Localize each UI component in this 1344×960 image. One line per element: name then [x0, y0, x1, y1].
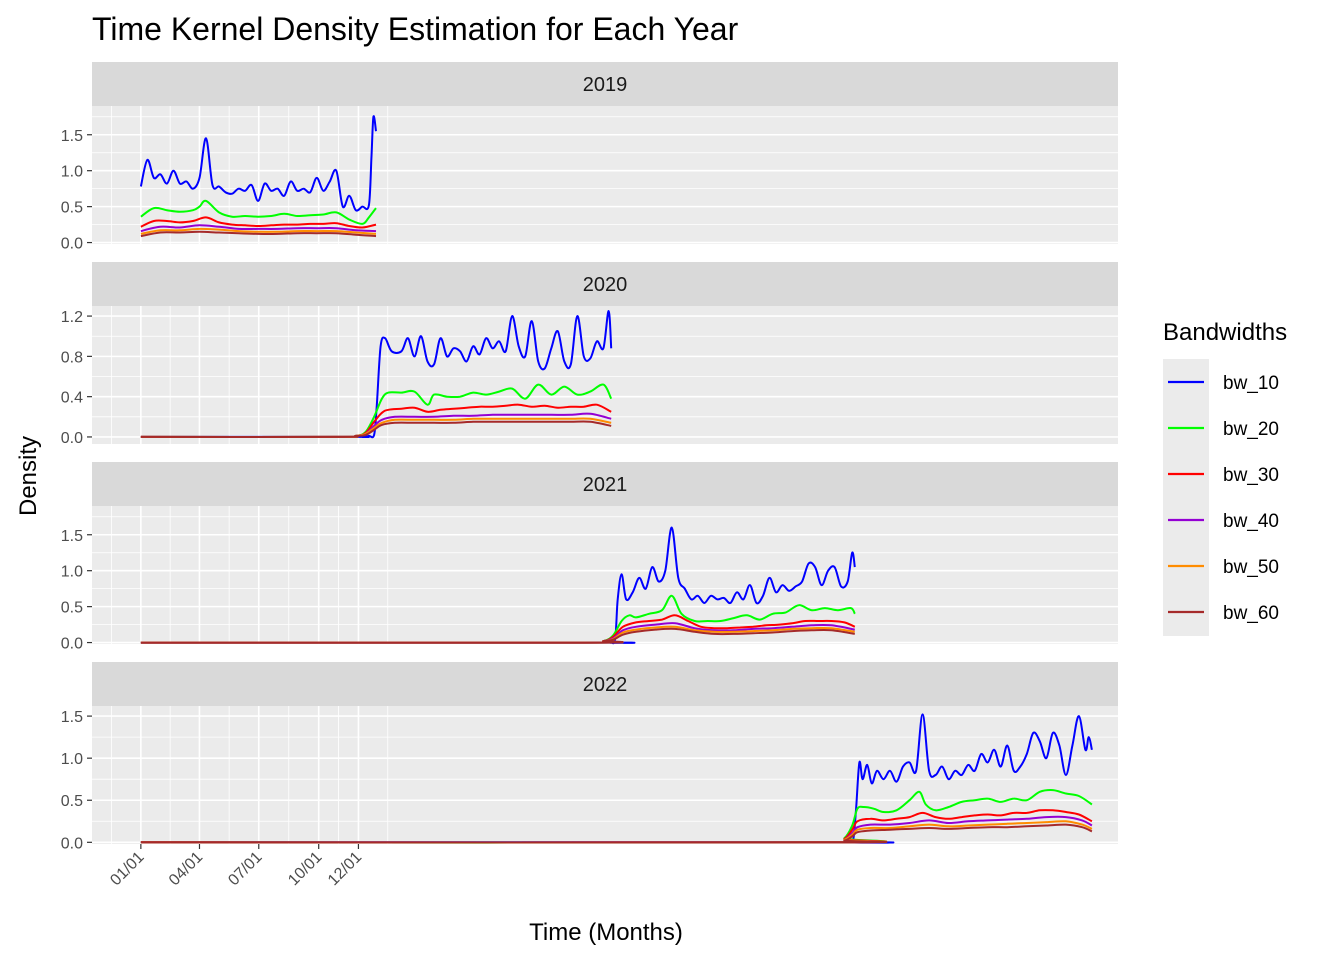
- panel-background: [92, 106, 1118, 244]
- facet-strip-label: 2022: [583, 674, 628, 696]
- y-tick-label: 0.5: [61, 200, 83, 217]
- series-line-bw_60: [140, 627, 855, 644]
- x-axis-title: Time (Months): [529, 919, 683, 946]
- y-tick-label: 0.0: [61, 236, 83, 253]
- facet-strip: [92, 462, 1118, 506]
- facet-panel-2021: 2021 0.0 0.5 1.0 1.5: [61, 462, 1118, 653]
- series-line-bw_10: [140, 526, 856, 645]
- series-line-bw_30: [140, 216, 377, 229]
- series-line-bw_10: [140, 310, 613, 439]
- facet-strip: [92, 662, 1118, 706]
- legend-key-background: [1163, 359, 1209, 636]
- series-line-bw_30: [140, 403, 612, 438]
- series-line-bw_50: [140, 227, 377, 235]
- facet-panel-2019: 2019 0.0 0.5 1.0 1.5: [61, 62, 1118, 253]
- legend: Bandwidths bw_10 bw_20 bw_30 bw_40 bw_50 bw_6…: [1163, 319, 1287, 636]
- legend-label-bw_40: bw_40: [1223, 511, 1279, 532]
- y-tick-label: 1.5: [61, 709, 83, 726]
- y-tick-label: 1.0: [61, 564, 83, 581]
- series-line-bw_40: [140, 224, 377, 233]
- legend-label-bw_30: bw_30: [1223, 465, 1279, 486]
- x-axis: 01/01 04/01 07/01 10/01 12/01: [107, 844, 365, 889]
- series-line-bw_60: [140, 823, 1093, 844]
- legend-label-bw_50: bw_50: [1223, 557, 1279, 578]
- facet-strip-label: 2020: [583, 274, 628, 296]
- x-tick-label: 12/01: [325, 849, 365, 889]
- legend-label-bw_20: bw_20: [1223, 419, 1279, 440]
- y-tick-label: 0.5: [61, 600, 83, 617]
- panel-background: [92, 506, 1118, 644]
- facet-strip: [92, 62, 1118, 106]
- legend-label-bw_60: bw_60: [1223, 603, 1279, 624]
- y-tick-label: 0.8: [61, 349, 83, 366]
- facet-panel-2022: 2022 0.0 0.5 1.0 1.5: [61, 662, 1118, 852]
- y-tick-label: 1.0: [61, 164, 83, 181]
- y-tick-label: 0.5: [61, 793, 83, 810]
- y-tick-label: 0.0: [61, 835, 83, 852]
- legend-label-bw_10: bw_10: [1223, 373, 1279, 394]
- facet-strip: [92, 262, 1118, 306]
- chart-title: Time Kernel Density Estimation for Each …: [92, 11, 739, 47]
- panel-background: [92, 306, 1118, 444]
- facet-panels: 2019 0.0 0.5 1.0 1.5 2020 0.0 0.4 0.8 1.2 2021 0.0 0…: [61, 62, 1118, 852]
- series-line-bw_20: [140, 383, 613, 438]
- y-tick-label: 1.5: [61, 128, 83, 145]
- series-line-bw_10: [140, 713, 1093, 844]
- series-line-bw_60: [140, 230, 377, 238]
- series-line-bw_60: [140, 420, 612, 438]
- x-tick-label: 04/01: [166, 849, 206, 889]
- series-line-bw_10: [139, 115, 377, 212]
- x-tick-label: 01/01: [107, 849, 147, 889]
- series-line-bw_20: [140, 199, 377, 225]
- y-tick-label: 1.2: [61, 309, 83, 326]
- y-tick-label: 0.0: [61, 636, 83, 653]
- x-tick-label: 10/01: [285, 849, 325, 889]
- facet-strip-label: 2021: [583, 474, 628, 496]
- panel-background: [92, 706, 1118, 844]
- legend-title: Bandwidths: [1163, 319, 1287, 346]
- y-tick-label: 1.5: [61, 528, 83, 545]
- y-tick-label: 0.0: [61, 430, 83, 447]
- y-tick-label: 1.0: [61, 751, 83, 768]
- y-axis-title: Density: [15, 436, 42, 516]
- facet-panel-2020: 2020 0.0 0.4 0.8 1.2: [61, 262, 1118, 447]
- x-tick-label: 07/01: [225, 849, 265, 889]
- facet-strip-label: 2019: [583, 74, 628, 96]
- y-tick-label: 0.4: [61, 390, 83, 407]
